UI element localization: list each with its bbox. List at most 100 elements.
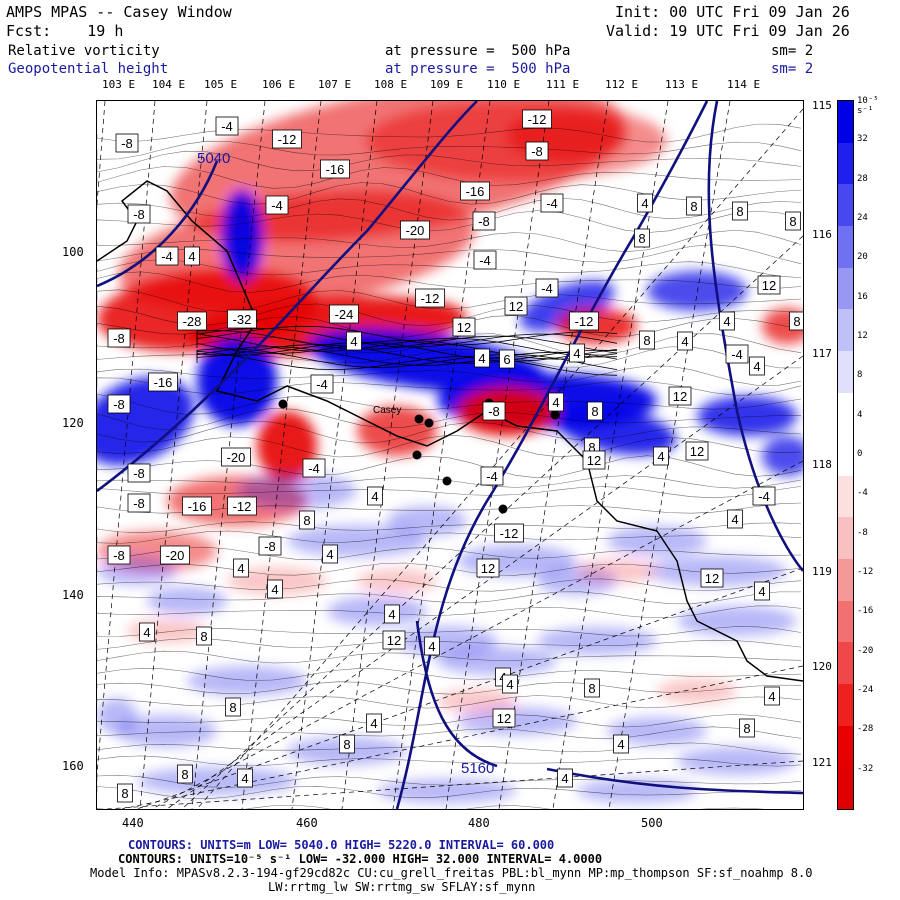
vorticity-contour — [97, 681, 802, 695]
right-lon-label: 120 E — [812, 660, 846, 673]
vorticity-contour — [97, 786, 802, 800]
svg-text:-12: -12 — [575, 314, 594, 329]
contour-value-box: 4 — [764, 686, 780, 706]
vorticity-contour — [97, 197, 802, 221]
contour-value-box: 12 — [382, 630, 406, 650]
right-lon-label: 118 E — [812, 458, 846, 471]
svg-text:-8: -8 — [113, 548, 125, 563]
station-marker — [412, 450, 422, 460]
contour-value-box: 4 — [637, 193, 653, 213]
contour-value-box: 4 — [653, 446, 669, 466]
height-contour-line — [707, 101, 803, 572]
longitude-line — [139, 101, 208, 809]
vorticity-contour — [196, 327, 618, 348]
longitude-line — [151, 460, 803, 809]
contour-value-box: -16 — [320, 159, 350, 179]
contour-value-box: 12 — [700, 568, 724, 588]
svg-text:4: 4 — [753, 359, 760, 374]
contour-value-box: -8 — [107, 394, 131, 414]
vorticity-contour — [97, 408, 802, 431]
svg-text:8: 8 — [121, 786, 128, 801]
contour-value-box: -12 — [569, 311, 599, 331]
colorbar-level-label: 20 — [857, 252, 868, 263]
colorbar-level-label: 4 — [857, 409, 863, 420]
vorticity-contour — [97, 562, 802, 576]
vorticity-blob — [537, 627, 657, 655]
contour-value-box: 12 — [492, 708, 516, 728]
height-contour-line — [546, 767, 803, 795]
vorticity-contour — [97, 182, 802, 205]
longitude-line — [341, 101, 434, 809]
map-title: AMPS MPAS -- Casey Window — [6, 3, 232, 21]
contour-value-box: 4 — [184, 246, 200, 266]
contour-value-box: -8 — [107, 545, 131, 565]
vorticity-blob — [607, 526, 707, 556]
contour-value-box: 4 — [384, 604, 400, 624]
vorticity-contour — [97, 210, 802, 233]
svg-text:-4: -4 — [541, 281, 553, 296]
contour-value-box: -4 — [265, 195, 289, 215]
colorbar-segment — [838, 101, 853, 144]
svg-text:4: 4 — [617, 737, 624, 752]
vorticity-blob — [437, 647, 557, 675]
longitude-line — [608, 101, 731, 809]
contour-value-box: 4 — [719, 311, 735, 331]
vorticity-contour — [97, 578, 802, 592]
right-lon-label: 119 E — [812, 565, 846, 578]
svg-text:4: 4 — [350, 334, 357, 349]
contour-value-box: 12 — [668, 386, 692, 406]
field1-name: Relative vorticity — [8, 43, 160, 59]
footer-vorticity-contours: CONTOURS: UNITS=10⁻⁵ s⁻¹ LOW= -32.000 HI… — [118, 852, 603, 866]
svg-text:-8: -8 — [133, 496, 145, 511]
svg-text:-4: -4 — [758, 489, 770, 504]
longitude-line — [181, 235, 803, 809]
svg-text:8: 8 — [588, 681, 595, 696]
contour-value-box: -4 — [480, 466, 504, 486]
vorticity-contour — [97, 626, 802, 637]
vorticity-blob — [457, 707, 577, 735]
field1-pressure: at pressure = 500 hPa — [385, 43, 571, 59]
contour-value-box: -8 — [127, 463, 151, 483]
contour-value-box: 6 — [499, 349, 515, 369]
color-bar — [837, 100, 854, 810]
vorticity-contour-lines — [97, 123, 802, 809]
svg-text:-8: -8 — [488, 404, 500, 419]
colorbar-segment — [838, 267, 853, 310]
contour-value-box: -12 — [494, 523, 524, 543]
contour-value-box: 4 — [727, 509, 743, 529]
contour-value-box: 12 — [452, 317, 476, 337]
svg-text:4: 4 — [326, 547, 333, 562]
vorticity-blob — [387, 506, 467, 536]
vorticity-contour — [97, 755, 802, 767]
contour-value-box: -4 — [725, 344, 749, 364]
contour-value-box: 8 — [785, 211, 801, 231]
svg-text:8: 8 — [793, 314, 800, 329]
svg-text:8: 8 — [789, 214, 796, 229]
colorbar-segment — [838, 725, 853, 768]
colorbar-segment — [838, 350, 853, 394]
contour-value-box: 8 — [225, 697, 241, 717]
svg-text:12: 12 — [705, 571, 719, 586]
contour-value-box: 4 — [749, 356, 765, 376]
vorticity-contour — [97, 393, 802, 415]
contour-value-box: -4 — [155, 246, 179, 266]
contour-value-labels: -4 -12 -8 -16 -12 -8 -16 -8 -4 -4 8 8 -8 -20 4 8 8 -4 4 -4 1… — [107, 109, 803, 803]
contour-value-box: -16 — [148, 372, 178, 392]
contour-value-box: 8 — [117, 783, 133, 803]
svg-text:-32: -32 — [233, 312, 252, 327]
top-lon-label: 103 E — [102, 78, 136, 91]
vorticity-contour — [97, 377, 802, 396]
svg-text:-16: -16 — [466, 184, 485, 199]
contour-value-box: 8 — [686, 196, 702, 216]
vorticity-contour — [97, 530, 802, 544]
colorbar-level-label: 16 — [857, 291, 868, 302]
right-lon-label: 115 E — [812, 99, 846, 112]
svg-text:8: 8 — [690, 199, 697, 214]
colorbar-segment — [838, 434, 853, 477]
vorticity-blob — [357, 569, 437, 593]
svg-text:4: 4 — [241, 771, 248, 786]
svg-text:4: 4 — [641, 196, 648, 211]
top-lon-label: 104 E — [152, 78, 186, 91]
svg-text:4: 4 — [758, 584, 765, 599]
top-lon-label: 108 E — [374, 78, 408, 91]
